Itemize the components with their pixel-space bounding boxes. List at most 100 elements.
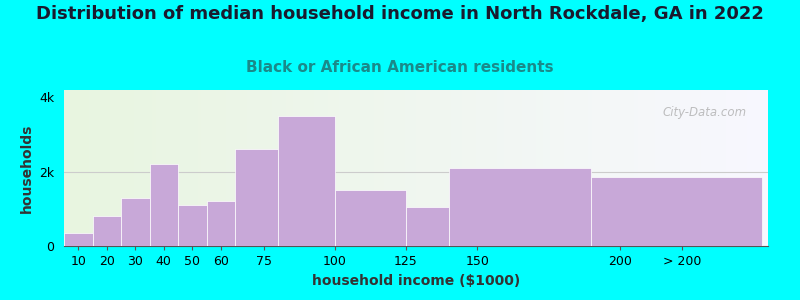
Bar [335, 90, 338, 246]
Bar [331, 90, 335, 246]
Bar [278, 116, 334, 246]
Bar [454, 90, 458, 246]
Bar [434, 90, 437, 246]
Bar [652, 90, 655, 246]
Bar [718, 90, 722, 246]
Bar [449, 168, 591, 246]
Bar [705, 90, 708, 246]
Bar [698, 90, 701, 246]
Bar [409, 90, 413, 246]
Bar [370, 90, 374, 246]
Bar [286, 90, 290, 246]
Bar [617, 90, 620, 246]
Bar [441, 90, 444, 246]
Bar [518, 90, 522, 246]
Bar [591, 177, 762, 246]
Bar [659, 90, 662, 246]
Bar [261, 90, 265, 246]
Bar [290, 90, 293, 246]
Bar [582, 90, 585, 246]
Bar [522, 90, 525, 246]
Bar [677, 90, 680, 246]
Bar [574, 90, 578, 246]
Bar [736, 90, 740, 246]
Bar [406, 90, 409, 246]
Bar [754, 90, 758, 246]
Bar [726, 90, 730, 246]
Bar [730, 90, 733, 246]
Bar [272, 90, 275, 246]
Bar [89, 90, 92, 246]
Bar [321, 90, 325, 246]
Bar [325, 90, 328, 246]
Bar [747, 90, 750, 246]
Bar [120, 90, 124, 246]
Bar [360, 90, 363, 246]
Bar [254, 90, 258, 246]
Bar [150, 164, 178, 246]
Bar [501, 90, 504, 246]
Bar [507, 90, 511, 246]
Bar [145, 90, 149, 246]
Bar [715, 90, 718, 246]
Bar [567, 90, 571, 246]
Bar [366, 90, 370, 246]
Bar [237, 90, 240, 246]
Bar [494, 90, 497, 246]
Bar [194, 90, 198, 246]
Bar [606, 90, 610, 246]
Bar [571, 90, 574, 246]
Bar [106, 90, 110, 246]
Bar [166, 90, 170, 246]
Bar [314, 90, 318, 246]
Bar [134, 90, 138, 246]
Bar [378, 90, 381, 246]
Bar [346, 90, 349, 246]
Bar [406, 207, 449, 246]
Text: Black or African American residents: Black or African American residents [246, 60, 554, 75]
Bar [124, 90, 127, 246]
Bar [391, 90, 395, 246]
Bar [138, 90, 142, 246]
Bar [334, 190, 406, 246]
Bar [426, 90, 430, 246]
Bar [662, 90, 666, 246]
Bar [514, 90, 518, 246]
Bar [413, 90, 416, 246]
Bar [155, 90, 159, 246]
Bar [363, 90, 366, 246]
Bar [381, 90, 384, 246]
Bar [462, 90, 466, 246]
Bar [173, 90, 177, 246]
Bar [268, 90, 272, 246]
Bar [479, 90, 483, 246]
Bar [546, 90, 550, 246]
Bar [205, 90, 208, 246]
Bar [750, 90, 754, 246]
Bar [117, 90, 120, 246]
Bar [226, 90, 230, 246]
Bar [64, 233, 93, 246]
Bar [630, 90, 634, 246]
Bar [374, 90, 378, 246]
Bar [82, 90, 85, 246]
Bar [152, 90, 155, 246]
Bar [78, 90, 82, 246]
Bar [765, 90, 768, 246]
Bar [307, 90, 310, 246]
Bar [712, 90, 715, 246]
Bar [466, 90, 469, 246]
Bar [708, 90, 712, 246]
Bar [356, 90, 360, 246]
Bar [486, 90, 490, 246]
Bar [733, 90, 736, 246]
Bar [310, 90, 314, 246]
Bar [275, 90, 278, 246]
Bar [96, 90, 99, 246]
Bar [190, 90, 194, 246]
Bar [303, 90, 307, 246]
Bar [353, 90, 356, 246]
Bar [683, 90, 687, 246]
Bar [93, 216, 121, 246]
Bar [233, 90, 237, 246]
